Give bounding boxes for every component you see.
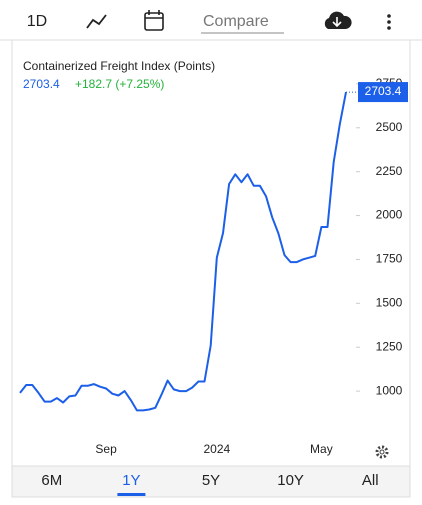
y-tick-label: 1000 xyxy=(376,383,403,397)
range-button[interactable]: 6M xyxy=(41,472,62,489)
interval-button[interactable]: 1D xyxy=(27,13,47,30)
price-line xyxy=(19,91,347,412)
range-button[interactable]: 5Y xyxy=(202,472,220,489)
range-selected-underline xyxy=(117,493,146,496)
calendar-icon[interactable] xyxy=(144,10,164,31)
range-button[interactable]: All xyxy=(362,472,379,489)
y-tick-label: 1500 xyxy=(376,296,403,310)
x-tick-label: Sep xyxy=(95,442,117,456)
range-button[interactable]: 1Y xyxy=(122,472,140,489)
y-tick-label: 1750 xyxy=(376,252,403,266)
legend-change: +182.7 (+7.25%) xyxy=(75,77,164,91)
y-tick-label: 2000 xyxy=(376,208,403,222)
plot: 10001250150017502000225025002750Sep2024M… xyxy=(19,76,408,456)
x-tick-label: 2024 xyxy=(203,442,230,456)
range-button[interactable]: 10Y xyxy=(277,472,304,489)
y-tick-label: 1250 xyxy=(376,339,403,353)
range-buttons: 6M 1Y 5Y 10Y All xyxy=(41,472,379,496)
legend-price: 2703.4 xyxy=(23,77,60,91)
legend-title: Containerized Freight Index (Points) xyxy=(23,59,215,73)
settings-icon[interactable] xyxy=(375,445,389,459)
y-tick-label: 2250 xyxy=(376,164,403,178)
last-price-label: 2703.4 xyxy=(365,84,402,98)
menu-icon[interactable] xyxy=(387,14,391,30)
y-tick-label: 2500 xyxy=(376,120,403,134)
download-icon[interactable] xyxy=(324,11,352,29)
chart-style-icon[interactable] xyxy=(86,14,107,29)
range-bar xyxy=(11,465,411,498)
last-price-tag xyxy=(358,82,408,103)
x-tick-label: May xyxy=(310,442,333,456)
compare-input[interactable]: Compare xyxy=(203,13,269,30)
